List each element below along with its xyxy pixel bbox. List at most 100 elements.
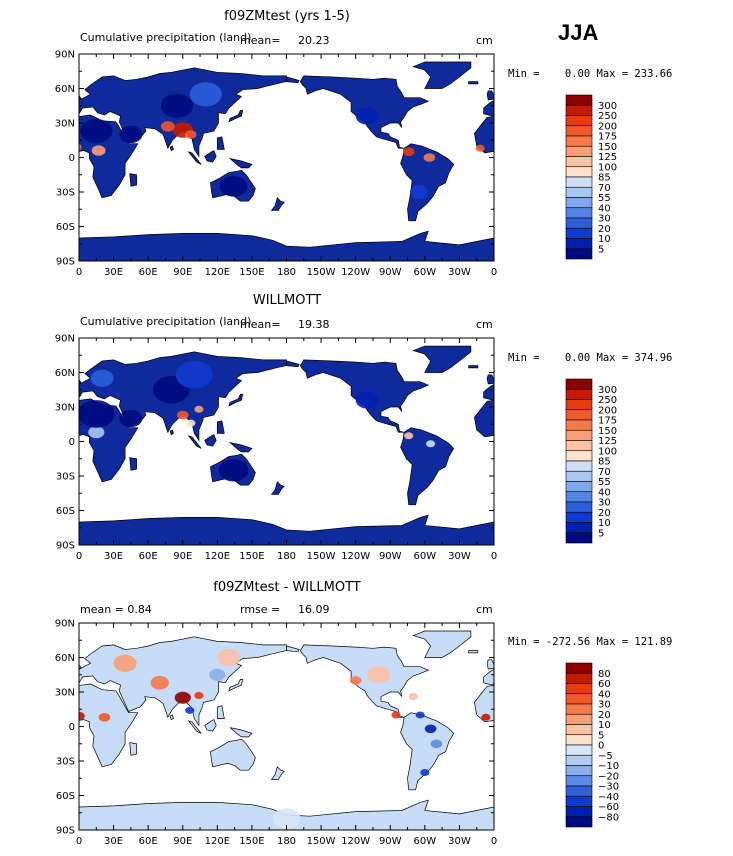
lon-label: 60E [139, 551, 158, 562]
panel-title: f09ZMtest (yrs 1-5) [224, 9, 350, 24]
legend-swatch [565, 115, 593, 127]
lat-label: 0 [69, 153, 75, 164]
legend-label: 70 [598, 467, 611, 478]
land-sumatra [187, 435, 202, 449]
lon-label: 0 [76, 267, 82, 278]
field-patch [189, 82, 222, 107]
lon-label: 150E [239, 267, 264, 278]
land-sri-lanka [169, 714, 174, 721]
legend-swatch [565, 672, 593, 684]
rmse-value: 16.09 [298, 603, 330, 616]
land-philippines [216, 705, 225, 719]
panel-subtitle: Cumulative precipitation (land) [80, 315, 252, 328]
field-patch [160, 121, 175, 132]
legend-label: 30 [598, 498, 611, 509]
legend-label: 200 [598, 405, 617, 416]
land-europe-asia-wrap [483, 384, 494, 401]
lon-label: 120E [205, 267, 230, 278]
land-new-guinea [229, 727, 253, 738]
legend-swatch [565, 238, 593, 250]
land-japan [228, 679, 244, 692]
legend-label: 80 [598, 669, 611, 680]
legend-swatch [565, 399, 593, 411]
legend-swatch [565, 470, 593, 482]
legend-label: 10 [598, 234, 611, 245]
legend-swatch [565, 481, 593, 493]
field-patch [160, 93, 194, 118]
land-chukotka [286, 645, 300, 653]
legend-swatch [565, 522, 593, 534]
legend-swatch [565, 795, 593, 807]
lon-label: 0 [491, 836, 497, 847]
field-patch [355, 391, 379, 409]
legend-label: 125 [598, 152, 617, 163]
land-chukotka [286, 76, 300, 84]
lat-label: 60N [55, 84, 75, 95]
legend-label: 40 [598, 203, 611, 214]
field-highlights [79, 648, 491, 829]
lat-label: 30N [55, 688, 75, 699]
units-label: cm [476, 603, 493, 616]
field-patch [175, 361, 213, 389]
lat-label: 60N [55, 368, 75, 379]
legend-swatch [565, 94, 593, 106]
field-patch [420, 769, 430, 776]
lon-label: 120W [341, 551, 370, 562]
land-philippines [216, 136, 225, 150]
legend-swatch [565, 491, 593, 503]
field-patch [430, 739, 443, 749]
lat-label: 60S [56, 506, 75, 517]
legend-swatch [565, 532, 593, 544]
legend-swatch [565, 450, 593, 462]
field-patch [367, 666, 391, 684]
legend-swatch [565, 176, 593, 188]
legend-label: 5 [598, 730, 604, 741]
land-madagascar [129, 173, 137, 187]
field-patch [119, 409, 143, 428]
lat-label: 90N [55, 50, 75, 61]
land-britain [79, 94, 82, 100]
lat-label: 90N [55, 334, 75, 345]
field-patch [119, 125, 143, 144]
legend-swatch [565, 156, 593, 168]
lon-label: 150W [307, 551, 336, 562]
legend-swatch [565, 734, 593, 746]
rmse-label: rmse = [240, 603, 281, 616]
lon-label: 120W [341, 836, 370, 847]
legend-swatch [565, 806, 593, 818]
legend-swatch [565, 125, 593, 137]
legend-label: 100 [598, 162, 617, 173]
legend-label: 20 [598, 224, 611, 235]
legend-label: −5 [598, 751, 613, 762]
legend-swatch [565, 703, 593, 715]
legend-swatch [565, 765, 593, 777]
field-patch [98, 713, 111, 722]
land-madagascar [129, 457, 137, 471]
panel-subtitle: Cumulative precipitation (land) [80, 31, 252, 44]
map-plot-area [79, 630, 494, 830]
lon-label: 150W [307, 836, 336, 847]
field-patch [355, 107, 379, 125]
panel-title: f09ZMtest - WILLMOTT [213, 580, 361, 595]
legend-swatch [565, 419, 593, 431]
lat-label: 30N [55, 403, 75, 414]
mean-label: mean= [240, 34, 281, 47]
units-label: cm [476, 318, 493, 331]
legend-label: 85 [598, 457, 611, 468]
land-new-guinea [228, 441, 253, 453]
land-japan [228, 109, 244, 123]
field-patch [174, 691, 191, 704]
land-europe-asia-wrap [483, 100, 494, 117]
lon-label: 90W [379, 551, 402, 562]
field-patch [481, 713, 491, 721]
legend-swatch [565, 207, 593, 219]
land-antarctica [79, 230, 494, 261]
land-sumatra [187, 151, 202, 165]
land-australia [210, 738, 256, 771]
legend-label: 60 [598, 679, 611, 690]
land-britain [79, 663, 82, 669]
legend-swatch [565, 775, 593, 787]
